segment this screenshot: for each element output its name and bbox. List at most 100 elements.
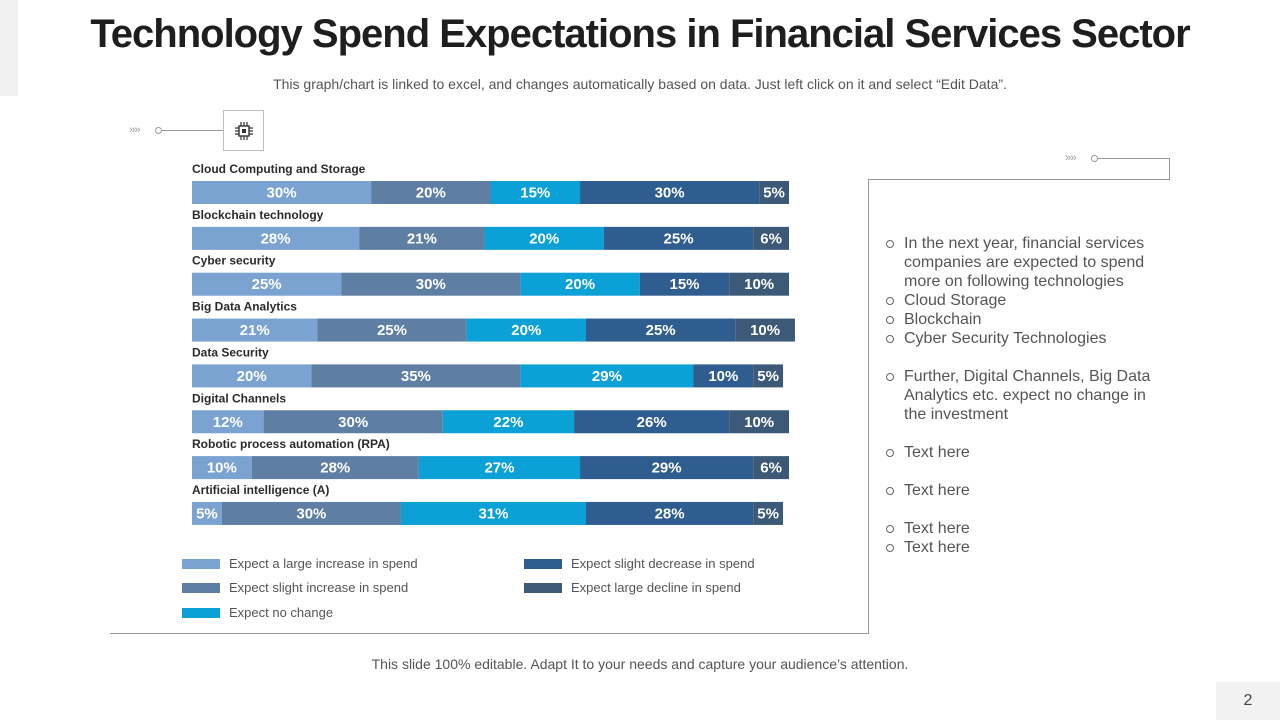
category-label: Robotic process automation (RPA) [192,437,390,451]
bar-segment [586,318,736,342]
data-label: 30% [267,185,297,202]
connector-line-right-top [1098,158,1170,159]
category-label: Data Security [192,345,269,359]
legend-item-no-change: Expect no change [182,605,333,620]
bar-segment [729,272,789,296]
legend-label: Expect large decline in spend [571,580,741,595]
bullet-item: Further, Digital Channels, Big Data Anal… [886,367,1166,424]
legend-item-slight-decrease: Expect slight decrease in spend [524,556,755,571]
legend-swatch-slight-increase [182,582,220,593]
connector-line-right-drop [1169,158,1170,179]
bar-segment [192,318,318,342]
category-label: Blockchain technology [192,208,324,222]
data-label: 26% [637,414,667,431]
bullet-item: Text here [886,443,1166,462]
panel-left-border [868,179,869,634]
bar-segment [693,364,754,388]
data-label: 25% [664,230,694,247]
data-label: 22% [493,414,523,431]
data-label: 20% [237,368,267,385]
bar-segment [251,456,419,480]
data-label: 5% [757,505,779,522]
bar-segment [371,181,491,204]
data-label: 6% [760,230,782,247]
data-label: 10% [207,460,237,477]
data-label: 35% [401,368,431,385]
page-title: Technology Spend Expectations in Financi… [90,12,1190,56]
legend-label: Expect a large increase in spend [229,556,418,571]
bullet-item: In the next year, financial services com… [886,234,1166,291]
data-label: 28% [320,460,350,477]
bullet-list: In the next year, financial services com… [886,234,1166,557]
bar-segment [192,272,342,296]
chart-bottom-border [110,633,869,634]
legend-item-slight-increase: Expect slight increase in spend [182,580,408,595]
bar-segment [192,226,360,250]
bar-segment [192,364,312,388]
bar-segment [574,410,730,434]
bar-segment [418,456,581,480]
bar-segment [442,410,575,434]
data-label: 28% [655,505,685,522]
arrow-decoration-left: ›››› [129,124,141,136]
bullet-item: Text here [886,519,1166,538]
data-label: 5% [196,505,218,522]
data-label: 30% [296,505,326,522]
data-label: 10% [750,322,780,339]
category-label: Artificial intelligence (A) [192,483,329,497]
bar-segment [221,501,401,525]
legend-swatch-large-increase [182,558,220,569]
bar-segment [759,181,789,204]
data-label: 20% [565,276,595,293]
category-label: Cyber security [192,254,276,268]
bar-segment [400,501,587,525]
bar-segment [753,456,789,480]
bar-segment [192,410,264,434]
data-label: 15% [670,276,700,293]
bar-segment [192,501,222,525]
page-number: 2 [1216,682,1280,720]
data-label: 10% [708,368,738,385]
bar-segment [639,272,730,296]
bar-segment [520,364,694,388]
bar-segment [729,410,789,434]
data-label: 20% [529,230,559,247]
data-label: 31% [478,505,508,522]
legend-swatch-slight-decrease [524,558,562,569]
data-label: 21% [240,322,270,339]
legend-label: Expect no change [229,605,334,620]
bar-segment [311,364,521,388]
chart-legend: Expect a large increase in spend Expect … [182,552,822,632]
legend-swatch-large-decline [524,582,562,593]
data-label: 5% [757,368,779,385]
category-label: Cloud Computing and Storage [192,162,366,176]
data-label: 30% [416,276,446,293]
connector-dot-left [155,127,162,134]
bullet-item: Text here [886,481,1166,500]
connector-line-left [162,130,223,131]
data-label: 12% [213,414,243,431]
category-label: Digital Channels [192,391,286,405]
bullet-item: Text here [886,538,1166,557]
legend-item-large-decline: Expect large decline in spend [524,580,741,595]
connector-dot-right [1091,155,1098,162]
data-label: 15% [520,185,550,202]
bar-segment [341,272,521,296]
bar-segment [263,410,443,434]
bar-segment [753,501,784,525]
arrow-decoration-right: ›››› [1065,152,1077,164]
bar-segment [735,318,795,342]
data-label: 30% [338,414,368,431]
bullet-item: Cloud Storage [886,291,1166,310]
legend-swatch-no-change [182,607,220,618]
chart-subtitle: This graph/chart is linked to excel, and… [273,76,1007,92]
data-label: 25% [252,276,282,293]
legend-item-large-increase: Expect a large increase in spend [182,556,418,571]
bar-segment [580,181,760,204]
bar-segment [466,318,587,342]
bar-segment [192,456,252,480]
data-label: 10% [744,414,774,431]
data-label: 29% [652,460,682,477]
bar-segment [520,272,640,296]
